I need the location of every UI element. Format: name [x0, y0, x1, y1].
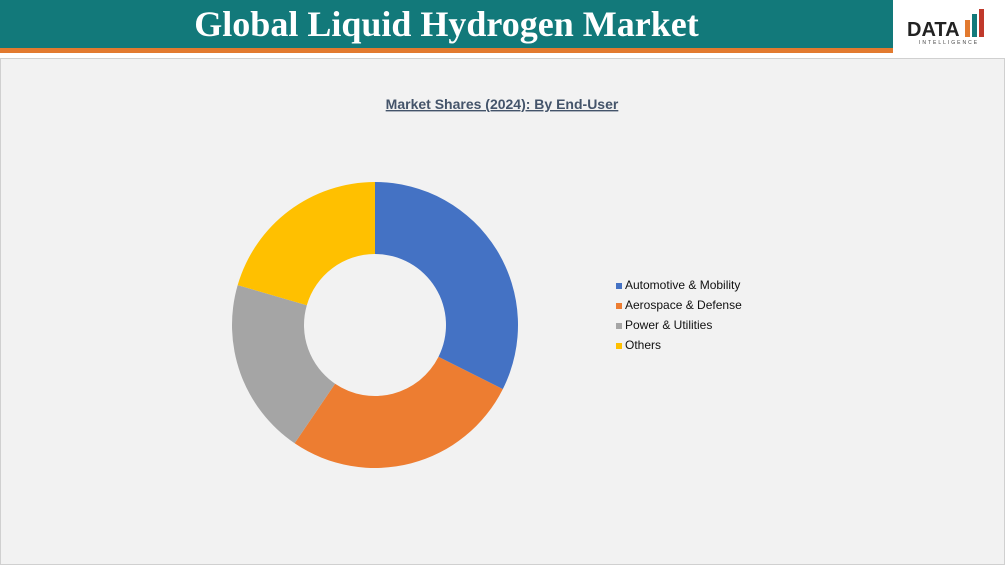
donut-slice	[232, 285, 336, 444]
chart-title: Market Shares (2024): By End-User	[386, 96, 619, 112]
donut-slice	[294, 356, 503, 468]
logo-tagline: INTELLIGENCE	[919, 40, 979, 46]
donut-slice	[237, 182, 375, 306]
logo-bar	[979, 9, 984, 37]
legend-label: Aerospace & Defense	[625, 298, 742, 312]
logo-name: DATA	[907, 19, 960, 41]
logo-bar	[972, 14, 977, 37]
legend-label: Automotive & Mobility	[625, 278, 740, 292]
logo-bar	[965, 20, 970, 37]
legend-swatch	[616, 283, 622, 289]
logo: DATA INTELLIGENCE	[893, 0, 1005, 58]
legend-swatch	[616, 303, 622, 309]
legend-swatch	[616, 343, 622, 349]
donut-slice	[375, 182, 518, 390]
legend-label: Others	[625, 338, 661, 352]
logo-graphic: DATA INTELLIGENCE	[907, 9, 984, 46]
header-title: Global Liquid Hydrogen Market	[194, 4, 699, 44]
legend-swatch	[616, 323, 622, 329]
legend-label: Power & Utilities	[625, 318, 712, 332]
header-bar: Global Liquid Hydrogen Market	[0, 0, 893, 53]
